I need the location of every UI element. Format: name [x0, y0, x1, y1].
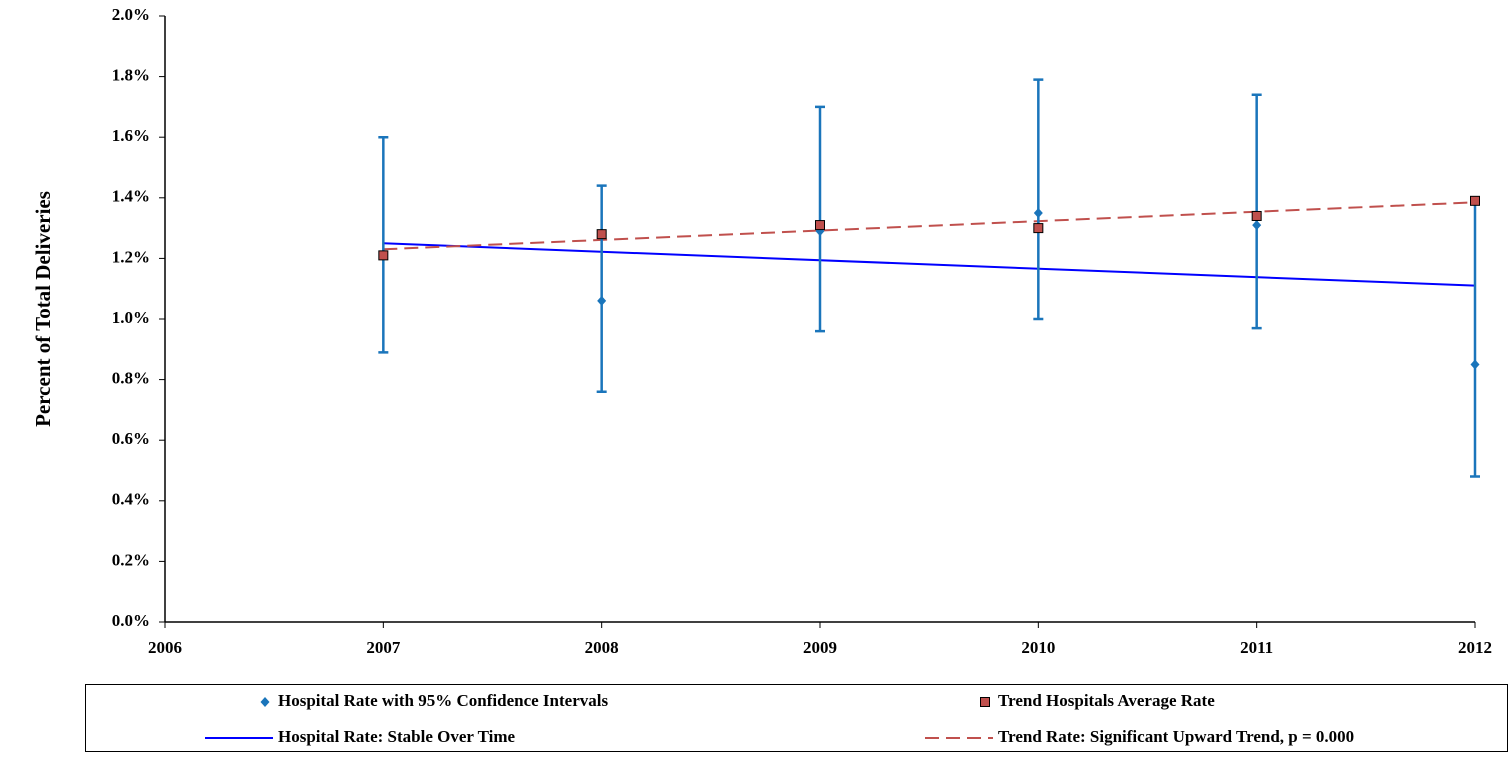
diamond-marker	[597, 295, 607, 306]
y-axis-label: Percent of Total Deliveries	[31, 191, 55, 427]
y-tick-label: 0.2%	[112, 550, 150, 569]
error-bar	[596, 184, 607, 393]
y-tick-label: 1.0%	[112, 308, 150, 327]
trend-line	[383, 242, 1476, 287]
square-marker	[378, 250, 389, 261]
x-tick-label: 2011	[1240, 638, 1273, 657]
square-marker	[1033, 223, 1044, 234]
x-tick-label: 2010	[1021, 638, 1055, 657]
diamond-marker	[1033, 207, 1043, 218]
diamond-marker	[1470, 359, 1480, 370]
square-marker	[1470, 195, 1480, 206]
legend-marker	[980, 697, 990, 707]
y-tick-label: 0.0%	[112, 611, 150, 630]
y-tick-label: 1.6%	[112, 126, 150, 145]
x-tick-label: 2007	[366, 638, 401, 657]
error-bar	[815, 105, 825, 333]
legend-label: Trend Rate: Significant Upward Trend, p …	[998, 727, 1354, 746]
x-tick-label: 2009	[803, 638, 837, 657]
y-tick-label: 0.6%	[112, 429, 150, 448]
trend-line	[383, 201, 1476, 251]
y-tick-label: 0.4%	[112, 490, 150, 509]
y-tick-label: 1.4%	[112, 187, 150, 206]
square-marker	[1251, 210, 1262, 221]
legend-marker	[260, 697, 270, 707]
error-bar	[1470, 199, 1480, 478]
legend-label: Hospital Rate with 95% Confidence Interv…	[278, 691, 608, 710]
square-marker	[596, 229, 607, 240]
square-marker	[815, 220, 825, 231]
x-tick-label: 2006	[148, 638, 182, 657]
y-tick-label: 1.2%	[112, 247, 150, 266]
y-tick-label: 1.8%	[112, 66, 150, 85]
y-tick-label: 2.0%	[112, 5, 150, 24]
error-bar	[378, 135, 389, 354]
x-tick-label: 2008	[585, 638, 619, 657]
legend-label: Hospital Rate: Stable Over Time	[278, 727, 516, 746]
legend-label: Trend Hospitals Average Rate	[998, 691, 1215, 710]
error-bar	[1033, 78, 1044, 321]
diamond-marker	[1252, 220, 1262, 231]
y-tick-label: 0.8%	[112, 369, 150, 388]
x-tick-label: 2012	[1458, 638, 1492, 657]
